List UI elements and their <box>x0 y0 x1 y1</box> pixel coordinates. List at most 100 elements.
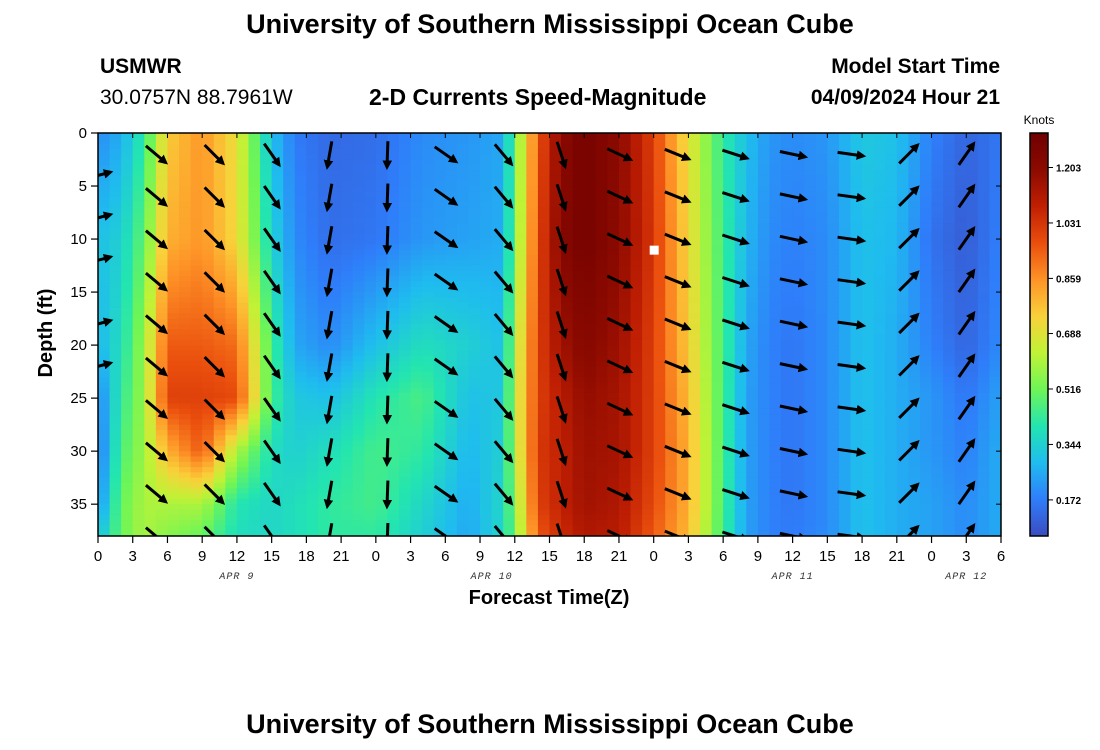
heatmap-cell <box>422 180 435 187</box>
heatmap-cell <box>700 392 713 399</box>
heatmap-cell <box>375 154 389 161</box>
heatmap-cell <box>480 228 493 235</box>
heatmap-cell <box>213 376 226 383</box>
heatmap-cell <box>700 254 713 261</box>
heatmap-cell <box>746 239 759 245</box>
heatmap-cell <box>618 382 632 389</box>
heatmap-cell <box>248 398 261 405</box>
heatmap-cell <box>584 254 597 261</box>
heatmap-cell <box>572 451 585 458</box>
heatmap-cell <box>526 329 539 336</box>
heatmap-cell <box>260 520 273 526</box>
heatmap-cell <box>410 265 423 272</box>
heatmap-cell <box>468 186 481 192</box>
heatmap-cell <box>584 371 597 378</box>
heatmap-cell <box>433 525 446 532</box>
heatmap-cell <box>757 254 771 261</box>
heatmap-cell <box>155 164 169 171</box>
heatmap-cell <box>410 398 423 405</box>
heatmap-cell <box>653 477 666 484</box>
heatmap-cell <box>121 403 134 410</box>
heatmap-cell <box>827 472 840 479</box>
heatmap-cell <box>236 525 250 532</box>
heatmap-cell <box>271 520 284 526</box>
heatmap-cell <box>190 467 203 473</box>
heatmap-cell <box>352 265 365 272</box>
heatmap-cell <box>132 456 145 463</box>
heatmap-cell <box>526 186 539 192</box>
heatmap-cell <box>445 228 458 235</box>
heatmap-cell <box>665 477 678 484</box>
heatmap-cell <box>109 504 122 511</box>
heatmap-cell <box>190 376 203 383</box>
heatmap-cell <box>468 392 481 399</box>
heatmap-cell <box>700 148 713 155</box>
heatmap-cell <box>526 254 539 261</box>
heatmap-cell <box>306 435 319 442</box>
heatmap-cell <box>607 419 620 426</box>
heatmap-cell <box>792 371 805 378</box>
heatmap-cell <box>723 180 736 187</box>
heatmap-cell <box>422 212 435 219</box>
heatmap-cell <box>132 477 145 484</box>
heatmap-cell <box>179 514 192 521</box>
heatmap-cell <box>410 461 423 468</box>
heatmap-cell <box>283 164 296 171</box>
heatmap-cell <box>121 461 134 468</box>
heatmap-cell <box>167 233 180 240</box>
heatmap-cell <box>132 223 145 230</box>
heatmap-cell <box>653 361 666 367</box>
heatmap-cell <box>236 175 250 182</box>
heatmap-cell <box>283 488 296 495</box>
heatmap-cell <box>375 159 389 166</box>
heatmap-cell <box>723 159 736 166</box>
heatmap-cell <box>306 223 319 230</box>
heatmap-cell <box>688 297 701 304</box>
heatmap-cell <box>537 233 551 240</box>
heatmap-cell <box>491 133 504 139</box>
heatmap-cell <box>827 467 840 473</box>
heatmap-cell <box>341 392 354 399</box>
heatmap-cell <box>850 244 863 251</box>
heatmap-cell <box>294 249 307 256</box>
heatmap-cell <box>190 488 203 495</box>
heatmap-cell <box>132 212 145 219</box>
heatmap-cell <box>155 170 169 177</box>
heatmap-cell <box>514 472 527 479</box>
heatmap-cell <box>769 302 782 309</box>
heatmap-cell <box>572 265 585 272</box>
heatmap-cell <box>480 440 493 447</box>
heatmap-cell <box>584 170 597 177</box>
heatmap-cell <box>422 307 435 314</box>
heatmap-cell <box>445 186 458 192</box>
heatmap-cell <box>480 138 493 145</box>
heatmap-cell <box>700 133 713 139</box>
heatmap-cell <box>375 244 389 251</box>
heatmap-cell <box>618 461 632 468</box>
heatmap-cell <box>792 509 805 516</box>
heatmap-cell <box>167 175 180 182</box>
heatmap-cell <box>410 138 423 145</box>
heatmap-cell <box>734 530 747 536</box>
heatmap-cell <box>676 180 690 187</box>
heatmap-cell <box>572 334 585 341</box>
heatmap-cell <box>294 387 307 394</box>
heatmap-cell <box>190 334 203 341</box>
heatmap-cell <box>642 355 655 362</box>
heatmap-cell <box>387 456 400 463</box>
heatmap-cell <box>537 164 551 171</box>
heatmap-cell <box>202 249 215 256</box>
heatmap-cell <box>734 477 747 484</box>
heatmap-cell <box>804 493 817 500</box>
heatmap-cell <box>98 461 111 468</box>
heatmap-cell <box>827 334 840 341</box>
heatmap-cell <box>838 217 852 224</box>
heatmap-cell <box>433 493 446 500</box>
heatmap-cell <box>121 414 134 420</box>
heatmap-cell <box>850 392 863 399</box>
heatmap-cell <box>236 461 250 468</box>
heatmap-cell <box>410 408 423 415</box>
heatmap-cell <box>375 148 389 155</box>
heatmap-cell <box>190 159 203 166</box>
heatmap-cell <box>711 260 724 267</box>
